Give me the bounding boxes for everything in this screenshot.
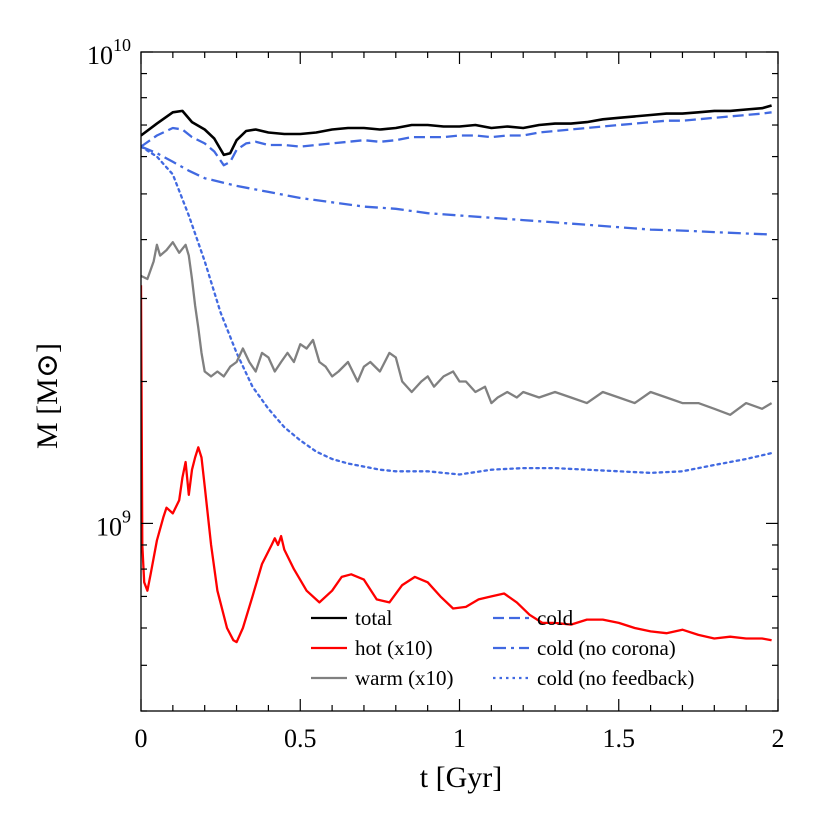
x-tick-label: 0 [135, 724, 148, 753]
series-line-total [141, 104, 772, 157]
x-axis-title: t [Gyr] [420, 761, 502, 794]
y-tick-label: 109 [96, 506, 131, 541]
legend: total hot (x10) warm (x10) cold cold (no cor… [311, 606, 694, 690]
x-tick-label: 0.5 [284, 724, 317, 753]
series-line-hot-x10 [141, 285, 772, 644]
series-layer [141, 104, 773, 644]
x-tick-label: 1 [453, 724, 466, 753]
y-tick-label: 1010 [87, 35, 131, 70]
legend-label: cold (no corona) [537, 636, 676, 660]
legend-label: hot (x10) [355, 636, 433, 660]
legend-label: cold (no feedback) [537, 666, 694, 690]
series-line-cold [141, 111, 772, 167]
series-line-warm-x10 [141, 241, 773, 416]
legend-label: total [355, 606, 392, 630]
x-tick-label: 1.5 [603, 724, 636, 753]
legend-label: warm (x10) [355, 666, 454, 690]
axes-layer: 0 0.5 1 1.5 2 109 1010 [87, 35, 785, 753]
y-axis-title: M [M⊙] [31, 343, 64, 449]
legend-label: cold [537, 606, 574, 630]
x-tick-label: 2 [772, 724, 785, 753]
series-line-cold-no-corona [141, 145, 772, 236]
series-line-cold-no-feedback [141, 145, 773, 476]
